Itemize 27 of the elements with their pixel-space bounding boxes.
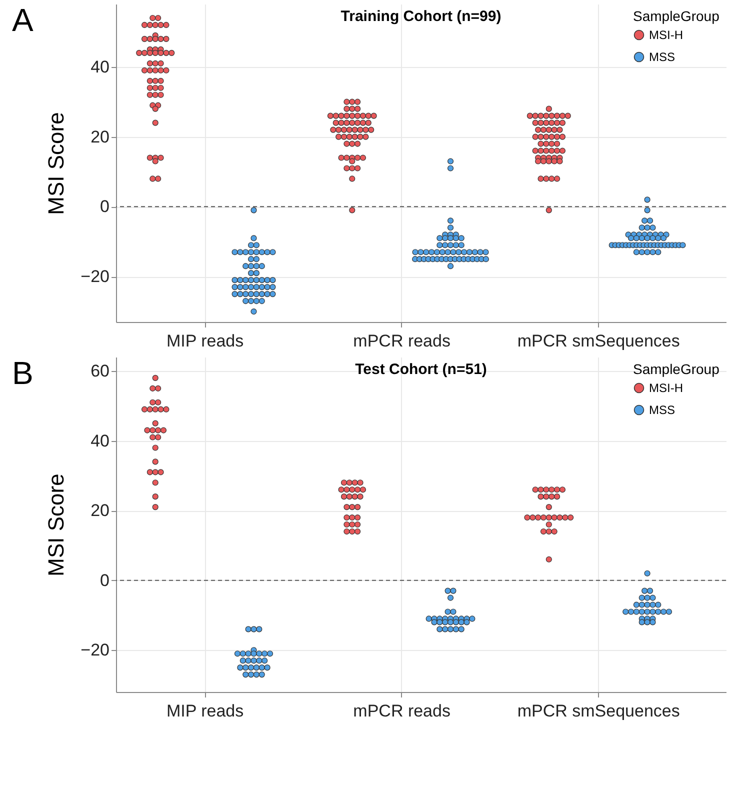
legend-title: SampleGroup [633,361,720,377]
x-tick-label: mPCR smSequences [517,332,680,350]
legend-title: SampleGroup [633,8,720,24]
y-tick-label: 60 [90,361,110,380]
y-tick-label: 40 [90,57,110,76]
legend-label: MSS [649,50,676,64]
y-tick-label: 40 [90,431,110,450]
legend-label: MSS [649,403,676,417]
y-tick-label: 20 [90,127,110,146]
legend-label: MSI-H [649,381,683,395]
text: A [12,2,34,39]
x-tick-label: mPCR reads [353,702,450,720]
y-tick-label: 20 [90,501,110,520]
y-axis-title: MSI Score [44,474,69,576]
x-tick-label: mPCR smSequences [517,702,680,720]
y-tick-label: 0 [100,570,110,590]
y-tick-label: −20 [80,267,110,286]
y-axis-title: MSI Score [44,112,69,215]
legend-label: MSI-H [649,28,683,42]
x-tick-label: MIP reads [166,702,244,720]
chart-title: Training Cohort (n=99) [340,8,502,25]
chart-title: Test Cohort (n=51) [355,361,487,378]
x-tick-label: mPCR reads [353,332,450,350]
y-tick-label: 0 [100,197,110,216]
y-tick-label: −20 [80,640,110,660]
text: B [12,355,34,392]
x-tick-label: MIP reads [166,332,244,350]
